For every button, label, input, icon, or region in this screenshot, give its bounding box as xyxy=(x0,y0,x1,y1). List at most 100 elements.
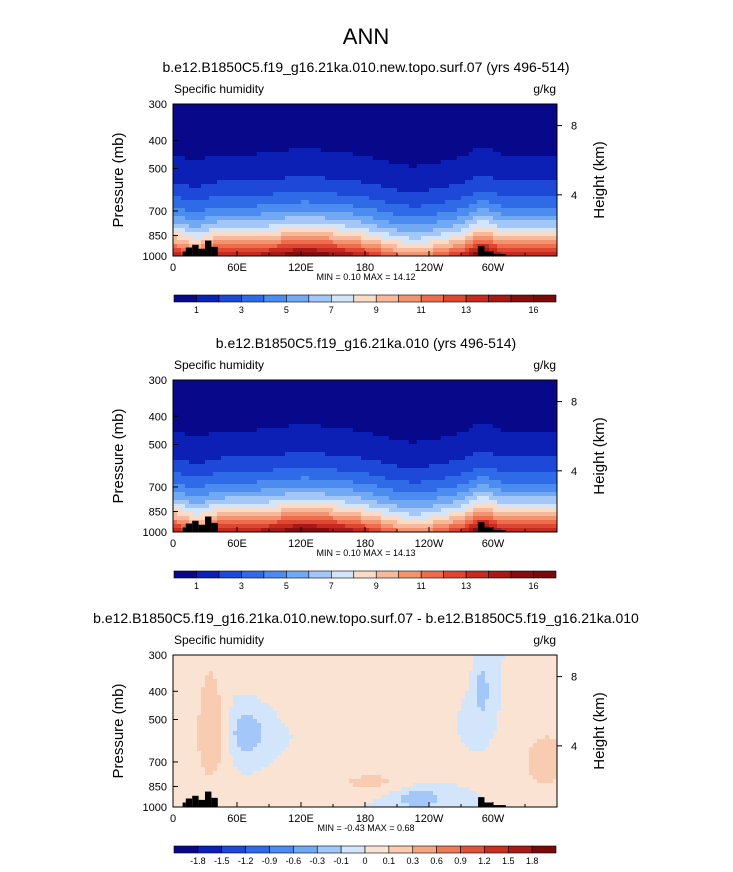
field-cell xyxy=(409,108,414,113)
field-cell xyxy=(377,224,382,229)
field-cell xyxy=(345,228,350,233)
chart-panel-2: b.e12.B1850C5.f19_g16.21ka.010 (yrs 496-… xyxy=(110,335,608,591)
field-cell xyxy=(325,164,330,169)
field-cell xyxy=(205,120,210,125)
field-cell xyxy=(173,228,178,233)
field-cell xyxy=(357,388,362,393)
field-cell xyxy=(233,252,238,257)
field-cell xyxy=(453,124,458,129)
field-cell xyxy=(353,184,358,189)
field-cell xyxy=(253,388,258,393)
field-cell xyxy=(209,116,214,121)
field-cell xyxy=(249,148,254,153)
field-cell xyxy=(337,208,342,213)
field-cell xyxy=(373,408,378,413)
field-cell xyxy=(453,200,458,205)
field-cell xyxy=(185,212,190,217)
field-cell xyxy=(217,144,222,149)
field-cell xyxy=(229,128,234,133)
field-cell xyxy=(509,104,514,109)
field-cell xyxy=(305,200,310,205)
field-cell xyxy=(457,420,462,425)
field-cell xyxy=(309,380,314,385)
field-cell xyxy=(173,384,178,389)
field-cell xyxy=(353,188,358,193)
field-cell xyxy=(185,112,190,117)
field-cell xyxy=(437,416,442,421)
field-cell xyxy=(413,412,418,417)
field-cell xyxy=(233,240,238,245)
field-cell xyxy=(385,112,390,117)
field-cell xyxy=(457,104,462,109)
field-cell xyxy=(353,396,358,401)
field-cell xyxy=(433,248,438,253)
field-cell xyxy=(265,168,270,173)
field-cell xyxy=(457,212,462,217)
field-cell xyxy=(337,112,342,117)
field-cell xyxy=(345,180,350,185)
field-cell xyxy=(357,124,362,129)
field-cell xyxy=(277,384,282,389)
field-cell xyxy=(357,132,362,137)
field-cell xyxy=(337,204,342,209)
field-cell xyxy=(501,428,506,433)
topography-mask xyxy=(493,254,506,256)
field-cell xyxy=(353,244,358,249)
field-cell xyxy=(453,424,458,429)
field-cell xyxy=(481,232,486,237)
field-cell xyxy=(433,380,438,385)
field-cell xyxy=(401,164,406,169)
field-cell xyxy=(173,136,178,141)
field-cell xyxy=(501,424,506,429)
field-cell xyxy=(537,152,542,157)
field-cell xyxy=(217,420,222,425)
field-cell xyxy=(173,148,178,153)
field-cell xyxy=(373,108,378,113)
field-cell xyxy=(333,216,338,221)
field-cell xyxy=(277,428,282,433)
field-cell xyxy=(197,240,202,245)
field-cell xyxy=(369,188,374,193)
field-cell xyxy=(489,228,494,233)
field-cell xyxy=(389,120,394,125)
field-cell xyxy=(357,120,362,125)
field-cell xyxy=(477,180,482,185)
field-cell xyxy=(269,212,274,217)
field-cell xyxy=(525,116,530,121)
field-cell xyxy=(441,180,446,185)
field-cell xyxy=(541,196,546,201)
field-cell xyxy=(437,200,442,205)
field-cell xyxy=(209,384,214,389)
field-cell xyxy=(489,140,494,145)
field-cell xyxy=(373,220,378,225)
field-cell xyxy=(493,228,498,233)
field-cell xyxy=(497,244,502,249)
field-cell xyxy=(405,192,410,197)
field-cell xyxy=(437,160,442,165)
field-cell xyxy=(249,232,254,237)
field-cell xyxy=(189,196,194,201)
field-cell xyxy=(433,404,438,409)
field-cell xyxy=(429,404,434,409)
field-cell xyxy=(245,204,250,209)
field-cell xyxy=(445,412,450,417)
field-cell xyxy=(521,184,526,189)
field-cell xyxy=(201,404,206,409)
field-cell xyxy=(385,132,390,137)
field-cell xyxy=(477,168,482,173)
field-cell xyxy=(441,164,446,169)
field-cell xyxy=(457,116,462,121)
field-cell xyxy=(365,400,370,405)
field-cell xyxy=(285,164,290,169)
field-cell xyxy=(257,224,262,229)
field-cell xyxy=(301,244,306,249)
field-cell xyxy=(325,252,330,257)
field-cell xyxy=(357,392,362,397)
field-cell xyxy=(461,104,466,109)
field-cell xyxy=(305,252,310,257)
field-cell xyxy=(365,144,370,149)
colorbar-swatch xyxy=(510,294,534,303)
field-cell xyxy=(549,160,554,165)
field-cell xyxy=(181,432,186,437)
field-cell xyxy=(441,188,446,193)
